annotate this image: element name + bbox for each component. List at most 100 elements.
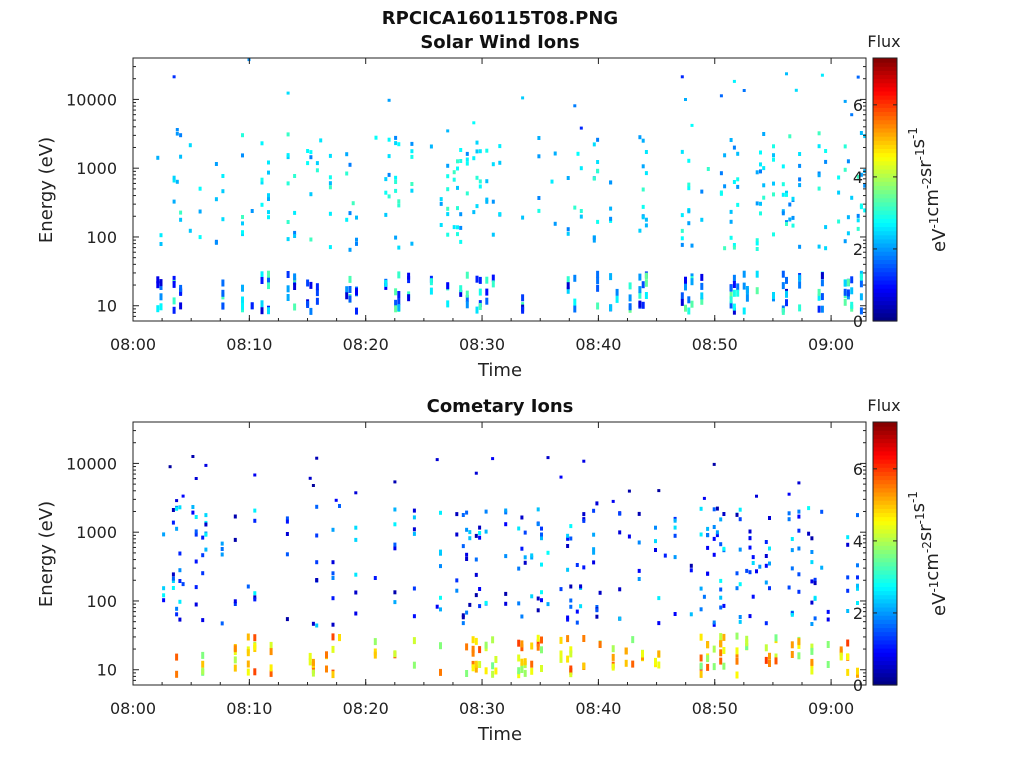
flux-cell [712,620,716,625]
flux-cell [459,239,463,244]
flux-cell [465,157,469,162]
flux-cell [618,530,622,535]
flux-cell [820,565,824,570]
flux-cell [315,289,319,297]
flux-cell [293,174,297,178]
colorbar-tick-label: 2 [853,604,863,623]
flux-cell [455,532,459,537]
flux-cell [859,280,863,288]
flux-cell [267,307,270,315]
colorbar-segment [873,643,897,649]
flux-cell [348,286,352,293]
flux-cell [569,665,573,673]
flux-cell [736,177,740,182]
flux-cell [700,217,704,222]
flux-cell [241,153,244,158]
flux-cell [412,531,416,536]
flux-cell [715,530,719,535]
flux-cell [609,180,613,185]
colorbar-segment [873,123,897,129]
flux-cell [735,632,739,640]
flux-cell [575,609,579,614]
colorbar-segment [873,173,897,178]
flux-cell [807,531,811,536]
flux-cell [412,515,416,520]
flux-cell [762,166,766,171]
flux-cell [618,587,622,592]
flux-cell [171,576,175,581]
flux-cell [439,607,442,612]
flux-cell [569,646,573,654]
flux-cell [657,489,661,493]
flux-cell [309,150,313,155]
flux-cell [459,159,463,163]
flux-cell [429,144,433,149]
colorbar-segment [873,549,897,555]
x-tick-label: 08:30 [459,699,505,718]
flux-cell [742,270,746,278]
flux-cell [475,140,479,145]
flux-cell [579,126,583,130]
flux-cell [446,129,450,133]
flux-cell [843,288,847,296]
flux-cell [410,149,414,154]
flux-cell [253,518,257,523]
flux-cell [485,179,489,184]
flux-cell [846,289,850,297]
flux-cell [798,244,802,249]
flux-cell [269,648,273,656]
colorbar-segment [873,279,897,285]
flux-cell [221,289,225,297]
flux-cell [325,665,328,673]
flux-cell [172,280,176,288]
flux-cell [478,179,482,184]
flux-cell [781,211,785,216]
colorbar-segment [873,197,897,203]
flux-cell [596,160,600,164]
flux-cell [267,215,270,220]
flux-cell [334,498,338,502]
flux-cell [194,585,198,590]
flux-cell [644,279,648,287]
flux-cell [566,533,570,538]
flux-cell [373,576,377,580]
axes: 08:00 08:10 08:20 08:30 08:40 08:50 09:00 10 100… [66,421,867,718]
flux-cell [285,519,289,524]
flux-cell [214,162,218,166]
flux-cell [837,190,841,195]
flux-cell [579,209,583,213]
flux-cell [772,144,775,149]
unit-base: eV [929,228,950,252]
flux-cell [826,641,830,648]
flux-cell [315,297,319,305]
flux-cell [517,601,521,606]
flux-cell [553,151,557,156]
flux-cell [348,162,352,167]
flux-cell [439,564,442,569]
flux-cell [328,153,332,158]
flux-cell [595,501,599,506]
flux-cell [293,234,297,238]
colorbar-title: Flux [867,396,900,415]
flux-cell [598,590,602,595]
flux-cell [748,614,752,619]
flux-cell [687,209,691,214]
flux-cell [156,155,160,160]
flux-cell [657,650,661,658]
flux-cell [397,245,401,250]
flux-cell [592,550,596,555]
colorbar-segment [873,140,897,145]
flux-cell [175,179,179,184]
flux-cell [286,294,290,301]
flux-cell [687,182,691,187]
flux-cell [566,635,570,643]
flux-cell [178,551,182,556]
flux-cell [188,143,192,148]
flux-cell [286,220,290,224]
y-tick-label: 10000 [66,454,117,473]
flux-cell [550,179,554,184]
flux-cell [846,215,850,220]
flux-cell [439,549,442,554]
flux-cell [429,278,433,286]
flux-cell [699,532,703,537]
